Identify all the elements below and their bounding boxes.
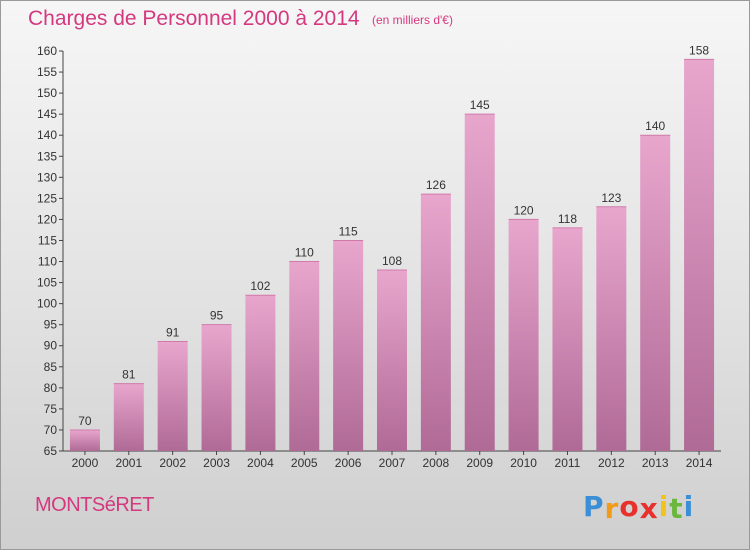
logo-letter: i bbox=[658, 490, 670, 523]
y-tick-label: 155 bbox=[37, 65, 57, 79]
bar-value-label: 81 bbox=[122, 368, 136, 382]
bar-value-label: 91 bbox=[166, 326, 180, 340]
bar-2001 bbox=[113, 383, 144, 451]
bar-value-label: 158 bbox=[689, 43, 709, 57]
bar-2006 bbox=[333, 240, 364, 451]
x-tick-label: 2000 bbox=[72, 456, 99, 470]
y-tick-label: 90 bbox=[44, 339, 58, 353]
chart-subtitle: (en milliers d'€) bbox=[372, 13, 453, 27]
y-tick-label: 100 bbox=[37, 297, 57, 311]
y-tick-label: 65 bbox=[44, 444, 58, 458]
y-tick-label: 115 bbox=[38, 233, 57, 247]
x-tick-label: 2013 bbox=[642, 456, 669, 470]
bar-value-label: 110 bbox=[295, 246, 314, 260]
logo-letter: i bbox=[683, 490, 695, 523]
bar-value-label: 95 bbox=[210, 309, 224, 323]
y-tick-label: 150 bbox=[37, 86, 57, 100]
x-tick-label: 2009 bbox=[466, 456, 493, 470]
bar-value-label: 115 bbox=[339, 224, 358, 238]
y-tick-label: 130 bbox=[37, 170, 57, 184]
y-tick-label: 70 bbox=[44, 423, 58, 437]
x-tick-label: 2006 bbox=[335, 456, 362, 470]
bar-value-label: 108 bbox=[382, 254, 402, 268]
data-labels: 70 81 91 95 102 110 115 108 126 145 120 118 123 140 15… bbox=[78, 43, 709, 428]
x-tick-label: 2005 bbox=[291, 456, 318, 470]
x-tick-label: 2002 bbox=[159, 456, 186, 470]
bar-value-label: 118 bbox=[558, 212, 577, 226]
bar-2014 bbox=[684, 59, 715, 451]
y-tick-label: 145 bbox=[37, 107, 57, 121]
logo-letter: P bbox=[583, 490, 605, 523]
y-tick-label: 105 bbox=[37, 276, 57, 290]
bar-2007 bbox=[377, 269, 407, 451]
y-tick-label: 160 bbox=[37, 44, 57, 58]
x-tick-label: 2014 bbox=[686, 456, 713, 470]
y-tick-label: 95 bbox=[44, 318, 58, 332]
bar-2013 bbox=[640, 135, 671, 452]
bar-2011 bbox=[552, 227, 583, 451]
y-tick-label: 140 bbox=[37, 128, 57, 142]
y-tick-label: 80 bbox=[44, 381, 58, 395]
bar-2004 bbox=[245, 295, 276, 451]
bar-value-label: 102 bbox=[250, 279, 270, 293]
x-tick-label: 2008 bbox=[423, 456, 450, 470]
x-tick-label: 2003 bbox=[203, 456, 230, 470]
bar-value-label: 145 bbox=[470, 98, 490, 112]
x-tick-label: 2004 bbox=[247, 456, 274, 470]
bar-value-label: 140 bbox=[645, 119, 665, 133]
y-tick-label: 110 bbox=[38, 255, 57, 269]
y-tick-label: 75 bbox=[44, 402, 58, 416]
x-tick-label: 2001 bbox=[115, 456, 142, 470]
bar-value-label: 120 bbox=[514, 203, 534, 217]
bar-2010 bbox=[508, 219, 539, 451]
x-tick-label: 2007 bbox=[379, 456, 406, 470]
commune-name: MONTSéRET bbox=[35, 494, 154, 516]
logo-letter: r bbox=[604, 492, 620, 525]
logo-letter: x bbox=[639, 492, 659, 525]
bar-2012 bbox=[596, 206, 627, 451]
bars bbox=[69, 58, 715, 452]
logo-letter: o bbox=[619, 490, 640, 523]
x-tick-label: 2012 bbox=[598, 456, 625, 470]
y-tick-label: 120 bbox=[37, 212, 57, 226]
chart-title: Charges de Personnel 2000 à 2014 bbox=[28, 7, 360, 30]
bar-value-label: 70 bbox=[78, 414, 92, 428]
bar-2002 bbox=[157, 341, 188, 451]
bar-2008 bbox=[420, 194, 451, 451]
y-tick-label: 85 bbox=[44, 360, 58, 374]
bar-value-label: 123 bbox=[601, 191, 621, 205]
proxiti-logo: Proxiti bbox=[583, 490, 695, 525]
bar-2005 bbox=[289, 261, 320, 451]
logo-letter: t bbox=[669, 492, 684, 525]
bar-2009 bbox=[464, 114, 495, 451]
bar-2003 bbox=[201, 324, 232, 451]
bar-value-label: 126 bbox=[426, 178, 446, 192]
y-tick-label: 125 bbox=[37, 191, 57, 205]
x-tick-label: 2010 bbox=[510, 456, 537, 470]
x-tick-label: 2011 bbox=[555, 456, 581, 470]
y-tick-label: 135 bbox=[37, 149, 57, 163]
bar-2000 bbox=[69, 429, 100, 451]
